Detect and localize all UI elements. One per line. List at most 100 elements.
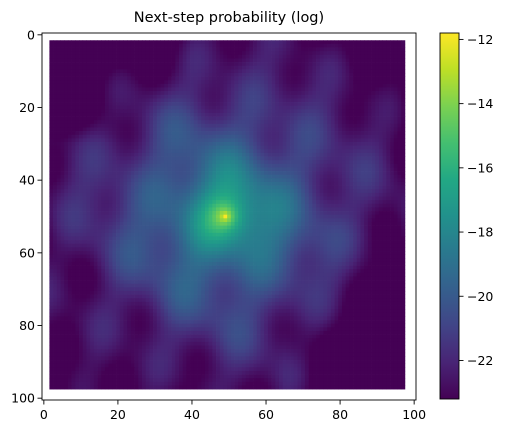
heatmap-cell <box>330 145 335 150</box>
heatmap-cell <box>208 54 213 59</box>
heatmap-cell <box>190 80 195 85</box>
heatmap-cell <box>282 105 287 110</box>
heatmap-cell <box>356 51 361 56</box>
heatmap-cell <box>401 160 406 165</box>
heatmap-cell <box>138 72 143 77</box>
heatmap-cell <box>371 211 376 216</box>
heatmap-cell <box>60 43 65 48</box>
heatmap-cell <box>97 207 102 212</box>
heatmap-cell <box>356 207 361 212</box>
heatmap-cell <box>49 123 54 128</box>
heatmap-cell <box>260 221 265 226</box>
heatmap-cell <box>234 105 239 110</box>
heatmap-cell <box>71 94 76 99</box>
heatmap-cell <box>112 218 117 223</box>
heatmap-cell <box>90 192 95 197</box>
heatmap-cell <box>138 120 143 125</box>
heatmap-cell <box>156 91 161 96</box>
heatmap-cell <box>208 167 213 172</box>
heatmap-cell <box>53 200 58 205</box>
heatmap-cell <box>249 152 254 157</box>
heatmap-cell <box>79 225 84 230</box>
heatmap-cell <box>71 178 76 183</box>
heatmap-cell <box>153 43 158 48</box>
heatmap-cell <box>282 218 287 223</box>
heatmap-cell <box>179 196 184 201</box>
heatmap-cell <box>301 112 306 117</box>
heatmap-cell <box>119 91 124 96</box>
heatmap-cell <box>275 109 280 114</box>
heatmap-cell <box>86 65 91 70</box>
heatmap-cell <box>156 163 161 168</box>
heatmap-cell <box>60 192 65 197</box>
heatmap-cell <box>223 40 228 45</box>
heatmap-cell <box>245 181 250 186</box>
heatmap-cell <box>182 51 187 56</box>
heatmap-cell <box>208 171 213 176</box>
heatmap-cell <box>134 87 139 92</box>
heatmap-cell <box>367 76 372 81</box>
heatmap-cell <box>156 196 161 201</box>
heatmap-cell <box>364 174 369 179</box>
heatmap-cell <box>290 167 295 172</box>
heatmap-cell <box>393 47 398 52</box>
heatmap-cell <box>127 145 132 150</box>
heatmap-cell <box>338 65 343 70</box>
heatmap-cell <box>371 221 376 226</box>
heatmap-cell <box>278 43 284 48</box>
heatmap-cell <box>119 58 124 63</box>
heatmap-cell <box>227 40 232 45</box>
heatmap-cell <box>82 102 87 107</box>
heatmap-cell <box>71 218 76 223</box>
heatmap-cell <box>390 181 395 186</box>
heatmap-cell <box>275 189 280 194</box>
heatmap-cell <box>93 105 98 110</box>
heatmap-cell <box>378 123 384 128</box>
heatmap-cell <box>53 116 58 121</box>
heatmap-cell <box>160 131 165 136</box>
heatmap-cell <box>312 127 317 132</box>
heatmap-cell <box>116 149 121 154</box>
heatmap-cell <box>123 43 128 48</box>
heatmap-cell <box>275 152 280 157</box>
heatmap-cell <box>360 116 365 121</box>
heatmap-cell <box>212 207 217 212</box>
heatmap-cell <box>197 69 202 74</box>
heatmap-cell <box>208 80 213 85</box>
heatmap-cell <box>49 116 54 121</box>
heatmap-cell <box>286 102 291 107</box>
heatmap-cell <box>386 207 391 212</box>
heatmap-cell <box>371 218 376 223</box>
heatmap-cell <box>112 62 117 67</box>
heatmap-cell <box>153 131 158 136</box>
heatmap-cell <box>245 43 250 48</box>
heatmap-cell <box>334 181 339 186</box>
heatmap-cell <box>197 207 202 212</box>
heatmap-cell <box>201 83 206 88</box>
heatmap-cell <box>360 43 365 48</box>
heatmap-cell <box>253 171 258 176</box>
heatmap-cell <box>271 65 276 70</box>
heatmap-cell <box>53 51 58 56</box>
heatmap-cell <box>71 127 76 132</box>
heatmap-cell <box>297 120 302 125</box>
heatmap-cell <box>49 152 54 157</box>
heatmap-cell <box>256 127 261 132</box>
heatmap-cell <box>186 69 191 74</box>
heatmap-cell <box>334 225 339 230</box>
heatmap-cell <box>301 142 306 146</box>
heatmap-cell <box>101 203 106 208</box>
heatmap-cell <box>267 65 272 70</box>
heatmap-cell <box>156 116 161 121</box>
heatmap-cell <box>386 83 391 88</box>
heatmap-cell <box>156 87 161 92</box>
heatmap-cell <box>71 221 76 226</box>
heatmap-cell <box>56 72 61 77</box>
heatmap-cell <box>371 43 376 48</box>
heatmap-cell <box>119 207 124 212</box>
heatmap-cell <box>308 102 313 107</box>
heatmap-cell <box>60 131 65 136</box>
heatmap-cell <box>204 200 209 205</box>
heatmap-cell <box>53 211 58 216</box>
heatmap-cell <box>234 91 239 96</box>
